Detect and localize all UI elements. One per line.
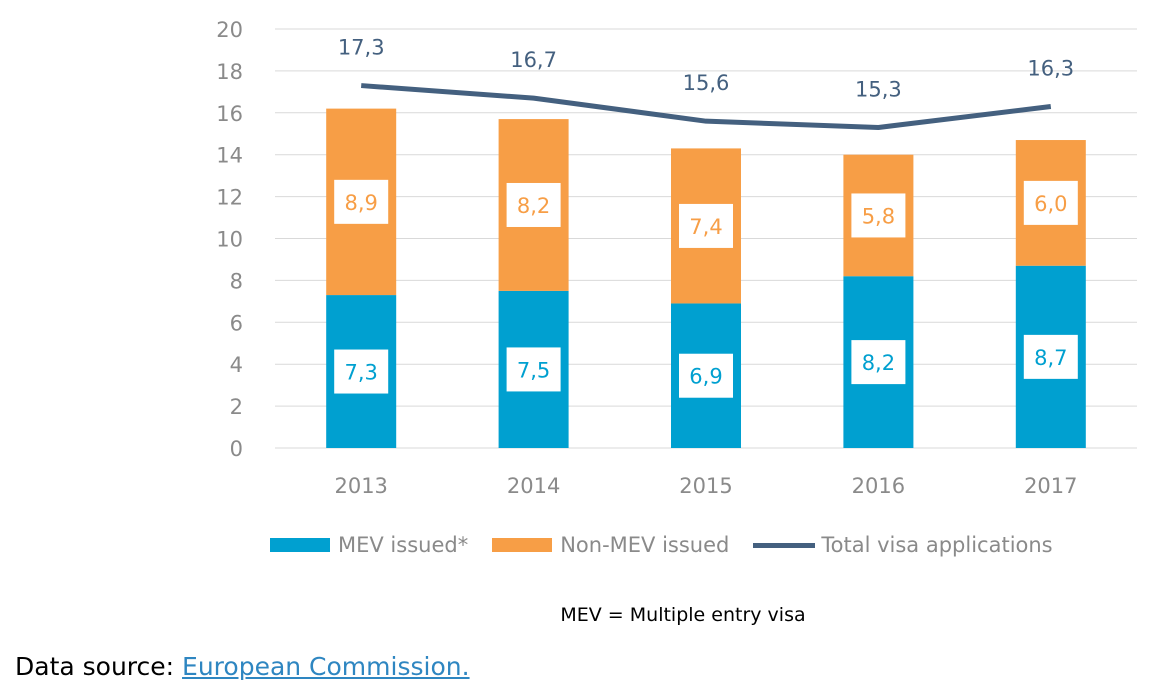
x-tick-label: 2016 xyxy=(852,474,905,498)
line-data-label: 16,7 xyxy=(510,48,557,72)
data-label-box xyxy=(851,340,906,385)
data-label: 8,7 xyxy=(1034,346,1067,370)
data-label-box xyxy=(679,353,733,398)
data-label: 8,2 xyxy=(517,194,550,218)
data-label-box xyxy=(1023,180,1078,225)
legend-label-non-mev: Non-MEV issued xyxy=(560,533,730,557)
data-label: 8,9 xyxy=(344,191,377,215)
data-label-box xyxy=(506,347,561,392)
legend-item-non-mev: Non-MEV issued xyxy=(492,533,729,557)
line-data-label: 15,6 xyxy=(683,71,730,95)
y-tick-label: 8 xyxy=(230,269,243,293)
y-tick-label: 20 xyxy=(216,18,243,42)
legend-label-total: Total visa applications xyxy=(821,533,1053,557)
source-prefix: Data source: xyxy=(15,652,183,681)
x-tick-label: 2017 xyxy=(1024,474,1077,498)
data-label-box xyxy=(506,182,561,227)
data-label: 5,8 xyxy=(862,204,895,228)
legend-item-mev: MEV issued* xyxy=(270,533,468,557)
x-tick-label: 2015 xyxy=(679,474,732,498)
legend-line-total xyxy=(753,542,816,548)
line-data-label: 17,3 xyxy=(338,36,385,60)
data-source: Data source: European Commission. xyxy=(15,652,470,681)
y-tick-label: 18 xyxy=(216,60,243,84)
total-line xyxy=(361,83,1052,130)
y-tick-label: 2 xyxy=(230,395,243,419)
footnote: MEV = Multiple entry visa xyxy=(560,604,806,626)
data-label-box xyxy=(334,349,389,394)
y-tick-label: 4 xyxy=(230,353,243,377)
data-label: 6,9 xyxy=(689,365,722,389)
y-tick-label: 0 xyxy=(230,437,243,461)
chart: 0 2 4 6 8 10 12 14 16 18 20 2013 2014 2015 2016 2017 7,3… xyxy=(216,18,1137,498)
y-tick-label: 16 xyxy=(216,102,243,126)
legend-swatch-non-mev xyxy=(492,538,553,552)
data-label-box xyxy=(679,203,733,248)
data-label: 7,4 xyxy=(689,215,722,239)
source-link[interactable]: European Commission. xyxy=(182,652,470,681)
legend-swatch-mev xyxy=(270,538,330,552)
line-data-label: 16,3 xyxy=(1027,57,1074,81)
data-label: 7,3 xyxy=(344,361,377,385)
legend-label-mev: MEV issued* xyxy=(338,533,469,557)
y-tick-label: 6 xyxy=(230,311,243,335)
data-label: 7,5 xyxy=(517,358,550,382)
y-tick-label: 12 xyxy=(216,186,243,210)
x-tick-label: 2013 xyxy=(334,474,387,498)
data-label-box xyxy=(334,179,389,224)
line-data-label: 15,3 xyxy=(855,77,902,101)
data-label-box xyxy=(851,193,906,238)
data-label-box xyxy=(1023,334,1078,379)
legend: MEV issued* Non-MEV issued Total visa ap… xyxy=(270,533,1077,557)
data-label: 8,2 xyxy=(862,351,895,375)
x-tick-label: 2014 xyxy=(507,474,560,498)
data-label: 6,0 xyxy=(1034,192,1067,216)
legend-item-total: Total visa applications xyxy=(753,533,1053,557)
y-tick-label: 10 xyxy=(216,228,243,252)
y-tick-label: 14 xyxy=(216,144,243,168)
